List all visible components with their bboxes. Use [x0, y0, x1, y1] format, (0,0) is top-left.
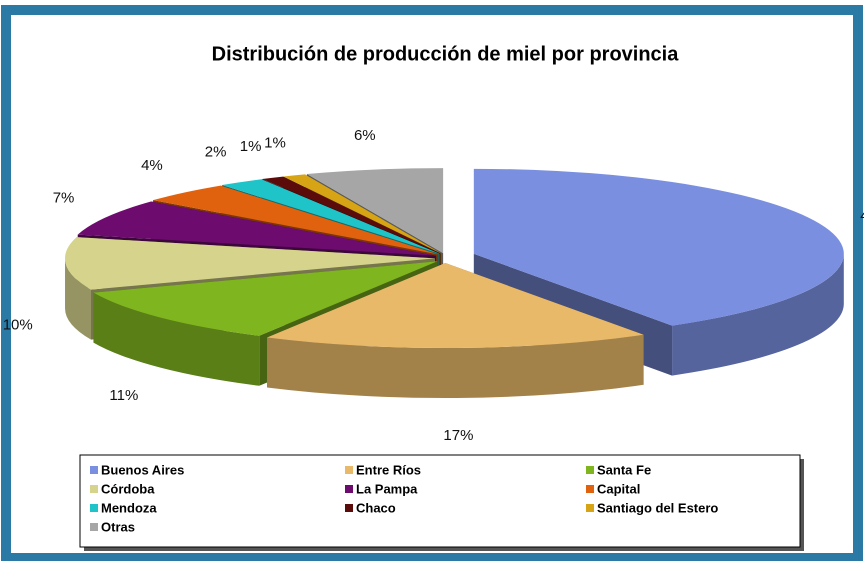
data-label: 6% [354, 127, 376, 144]
slice-side [65, 258, 92, 340]
legend-swatch [345, 504, 353, 512]
data-label: 41% [860, 207, 864, 224]
legend-label: Entre Ríos [356, 462, 421, 477]
data-label: 1% [264, 135, 286, 152]
legend-swatch [345, 466, 353, 474]
slice-top [77, 201, 437, 256]
legend-label: Santiago del Estero [597, 500, 718, 515]
legend-box [79, 454, 801, 548]
legend-label: Capital [597, 481, 640, 496]
legend-swatch [586, 485, 594, 493]
slice-top [283, 174, 442, 254]
legend-swatch [345, 485, 353, 493]
slice-side [672, 253, 844, 376]
slice-side [93, 292, 260, 386]
legend-label: Córdoba [101, 481, 155, 496]
slice-top [153, 185, 439, 255]
legend-label: Chaco [356, 500, 396, 515]
slice-top [93, 261, 438, 336]
data-label: 7% [53, 189, 75, 206]
legend-swatch [90, 485, 98, 493]
chart-title: Distribución de producción de miel por p… [212, 43, 680, 65]
legend-swatch [90, 523, 98, 531]
legend-swatch [90, 504, 98, 512]
legend-label: Buenos Aires [101, 462, 184, 477]
legend-label: La Pampa [356, 481, 418, 496]
slice-top [473, 168, 844, 326]
slice-side [267, 334, 644, 398]
legend-label: Santa Fe [597, 462, 651, 477]
slice-top [267, 262, 644, 348]
legend-swatch [90, 466, 98, 474]
slice-top [65, 237, 436, 290]
slice-top [262, 176, 441, 254]
data-label: 17% [443, 427, 473, 444]
legend-swatch [586, 504, 594, 512]
data-label: 11% [109, 387, 138, 404]
legend-label: Otras [101, 519, 135, 534]
slice-top [306, 168, 444, 254]
slice-top [222, 179, 440, 254]
legend-label: Mendoza [101, 500, 157, 515]
legend-swatch [586, 466, 594, 474]
slice [267, 262, 644, 398]
data-label: 1% [240, 138, 262, 155]
data-label: 2% [205, 143, 227, 160]
data-label: 4% [141, 157, 163, 174]
data-label: 10% [3, 316, 33, 333]
